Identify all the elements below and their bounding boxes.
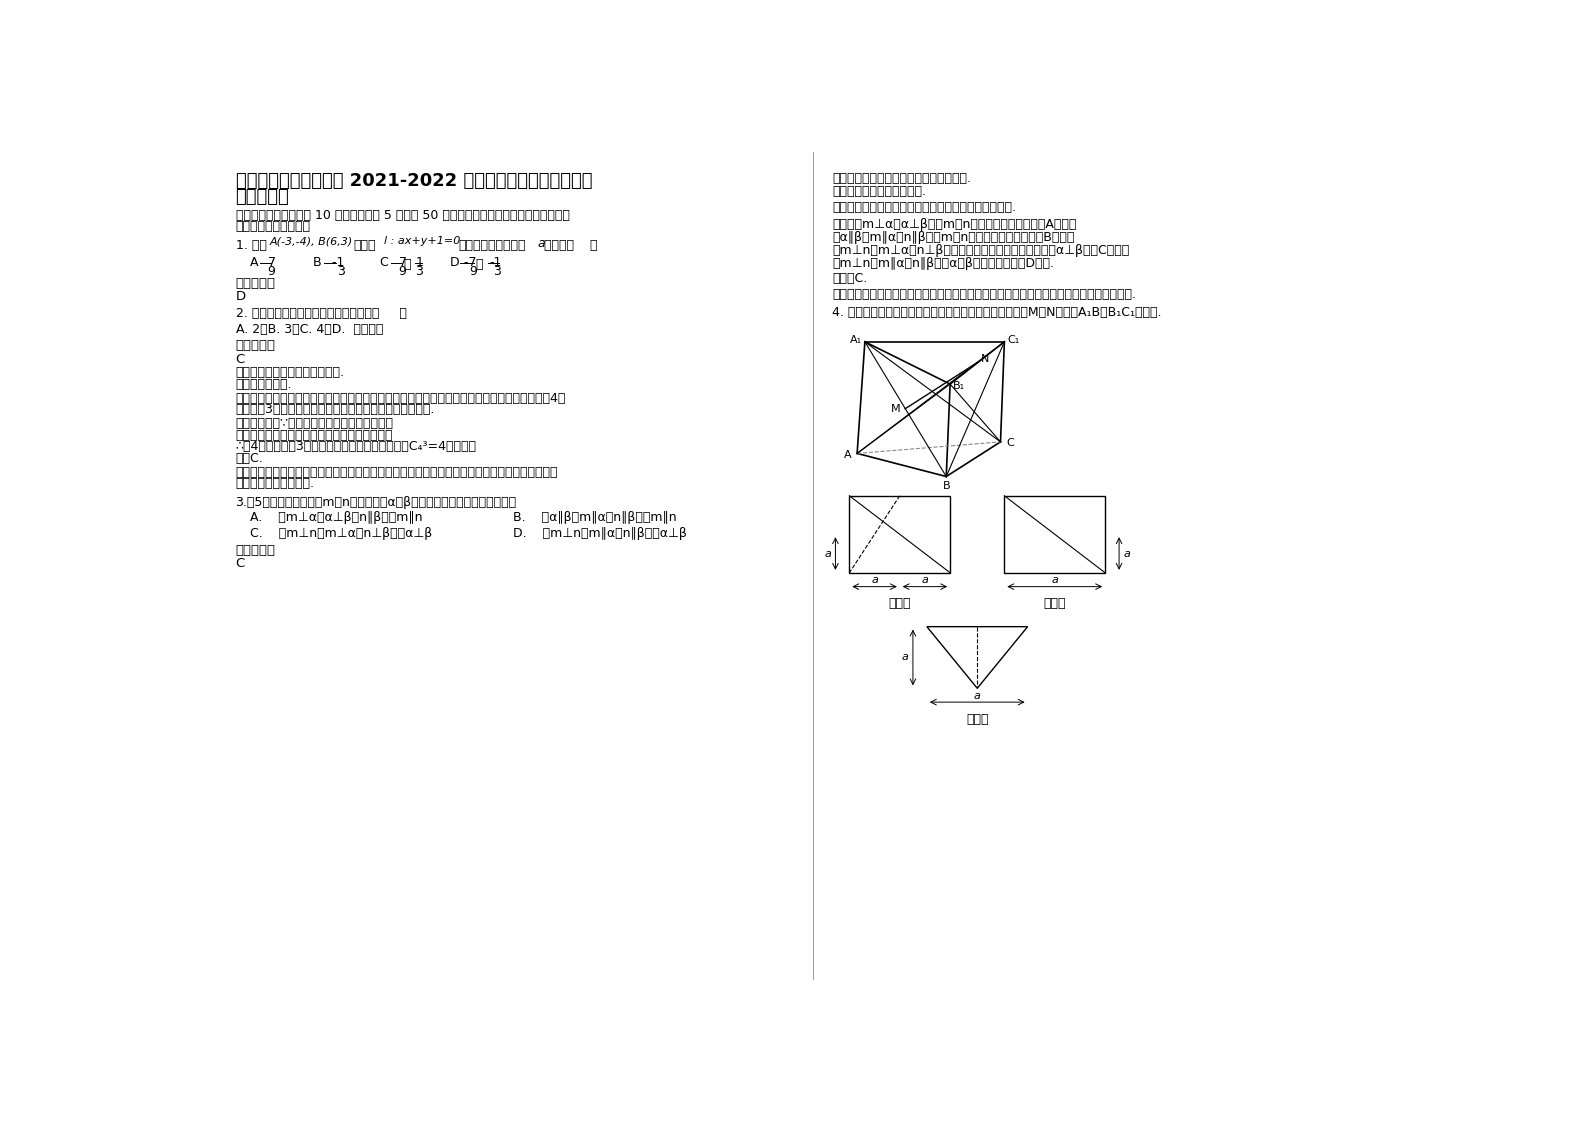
Text: 俯视图: 俯视图 <box>966 712 989 726</box>
Text: C.    若m⊥n，m⊥α，n⊥β，则α⊥β: C. 若m⊥n，m⊥α，n⊥β，则α⊥β <box>249 526 432 540</box>
Text: 【点评】本题考查平面的基本性质及推论，考查不共线的三点可以确定一个平面，考查组合数的应: 【点评】本题考查平面的基本性质及推论，考查不共线的三点可以确定一个平面，考查组合… <box>235 466 559 479</box>
Text: 3: 3 <box>490 265 501 278</box>
Text: 参考答案：: 参考答案： <box>235 543 276 557</box>
Text: B: B <box>943 480 951 490</box>
Text: 分析：利用空间中线线、线面、面面间的位置关系求解.: 分析：利用空间中线线、线面、面面间的位置关系求解. <box>832 201 1016 214</box>
Text: 是一个符合题目要求的: 是一个符合题目要求的 <box>235 220 311 233</box>
Text: a: a <box>824 549 832 559</box>
Text: D: D <box>449 256 459 268</box>
Text: 3: 3 <box>327 265 346 278</box>
Text: 故选C.: 故选C. <box>235 452 263 465</box>
Text: 【专题】计算题.: 【专题】计算题. <box>235 378 292 390</box>
Text: M: M <box>890 404 901 414</box>
Text: 四川省乐山市第一中学 2021-2022 学年高一数学文上学期期末: 四川省乐山市第一中学 2021-2022 学年高一数学文上学期期末 <box>235 172 592 190</box>
Text: -1: -1 <box>324 256 344 268</box>
Text: 考点：空间中直线与平面之间的位置关系.: 考点：空间中直线与平面之间的位置关系. <box>832 172 971 185</box>
Text: ∴从4个点中任取3个点都可以确定一个平面，共有C₄³=4种结果，: ∴从4个点中任取3个点都可以确定一个平面，共有C₄³=4种结果， <box>235 440 476 453</box>
Text: C: C <box>379 256 389 268</box>
Text: 点中任取3个点都可以确定一个平面，利用组合数写出结果.: 点中任取3个点都可以确定一个平面，利用组合数写出结果. <box>235 404 435 416</box>
Text: D.    若m⊥n，m∥α，n∥β，则α⊥β: D. 若m⊥n，m∥α，n∥β，则α⊥β <box>513 526 687 540</box>
Text: 主视图: 主视图 <box>889 597 911 610</box>
Text: 试题含解析: 试题含解析 <box>235 187 289 205</box>
Text: 【解答】解：∵不共线的三个点确定一个平面，: 【解答】解：∵不共线的三个点确定一个平面， <box>235 417 394 430</box>
Text: A(-3,-4), B(6,3): A(-3,-4), B(6,3) <box>270 237 352 247</box>
Text: a: a <box>1051 576 1059 586</box>
Text: D: D <box>235 291 246 303</box>
Text: a: a <box>1124 549 1130 559</box>
Text: 1. 若点: 1. 若点 <box>235 239 267 251</box>
Text: 用，本题是一个基础题.: 用，本题是一个基础题. <box>235 477 314 490</box>
Text: a: a <box>871 576 878 586</box>
Text: 若m⊥n，m⊥α，n⊥β，则由平面与平面垂直的判定理得α⊥β，故C正确；: 若m⊥n，m⊥α，n⊥β，则由平面与平面垂直的判定理得α⊥β，故C正确； <box>832 243 1130 257</box>
Text: -7: -7 <box>460 256 476 268</box>
Text: 9: 9 <box>260 265 276 278</box>
Text: 不共面的四点就一定不存在三个点共线的情况，: 不共面的四点就一定不存在三个点共线的情况， <box>235 429 394 442</box>
Text: A₁: A₁ <box>849 335 862 346</box>
Text: 的距离相等，则实数: 的距离相等，则实数 <box>459 239 527 251</box>
Text: 若α∥β，m∥α，n∥β，则m与n相交、平行或异面，故B错误；: 若α∥β，m∥α，n∥β，则m与n相交、平行或异面，故B错误； <box>832 231 1074 243</box>
Text: 解答：若m⊥α，α⊥β，则m与n相交、平行或异面，故A错误；: 解答：若m⊥α，α⊥β，则m与n相交、平行或异面，故A错误； <box>832 218 1076 231</box>
Text: N: N <box>981 353 989 364</box>
Text: 点评：本题考查命题真假的判断，是基础题，解题时要认真审题，注意空间思维能力的培养.: 点评：本题考查命题真假的判断，是基础题，解题时要认真审题，注意空间思维能力的培养… <box>832 288 1136 301</box>
Text: A: A <box>249 256 259 268</box>
Text: A. 2个B. 3个C. 4个D.  无法确定: A. 2个B. 3个C. 4个D. 无法确定 <box>235 322 382 335</box>
Text: 1: 1 <box>416 256 424 268</box>
Text: 或: 或 <box>403 258 411 270</box>
Text: 4. 一个多面体的直观图、主视图、左视图、俯视图如下，M、N分别为A₁B、B₁C₁的中点.: 4. 一个多面体的直观图、主视图、左视图、俯视图如下，M、N分别为A₁B、B₁C… <box>832 306 1162 320</box>
Text: 专题：空间位置关系与距离.: 专题：空间位置关系与距离. <box>832 185 927 199</box>
Text: B.    若α∥β，m∥α，n∥β，则m∥n: B. 若α∥β，m∥α，n∥β，则m∥n <box>513 512 676 524</box>
Text: 到直线: 到直线 <box>354 239 376 251</box>
Bar <box>849 496 951 572</box>
Text: A.    若m⊥α，α⊥β，n∥β，则m∥n: A. 若m⊥α，α⊥β，n∥β，则m∥n <box>249 512 422 524</box>
Text: 3.（5分）已知两条直线m，n，两个平面α，β，下列四个结论中正确的是（）: 3.（5分）已知两条直线m，n，两个平面α，β，下列四个结论中正确的是（） <box>235 496 517 508</box>
Text: l : ax+y+1=0: l : ax+y+1=0 <box>384 237 460 247</box>
Text: C₁: C₁ <box>1008 335 1020 346</box>
Text: 【分析】不共面的四点就一定不存在三个点共线的情况，由于不共线的三个点确定一个平面，从4个: 【分析】不共面的四点就一定不存在三个点共线的情况，由于不共线的三个点确定一个平面… <box>235 392 567 405</box>
Text: B: B <box>313 256 322 268</box>
Text: 参考答案：: 参考答案： <box>235 340 276 352</box>
Text: 故选：C.: 故选：C. <box>832 273 868 285</box>
Text: a: a <box>538 237 546 250</box>
Text: 一、选择题：本大题共 10 小题，每小题 5 分，共 50 分。在每小题给出的四个选项中，只有: 一、选择题：本大题共 10 小题，每小题 5 分，共 50 分。在每小题给出的四… <box>235 210 570 222</box>
Bar <box>1005 496 1105 572</box>
Text: -1: -1 <box>490 256 501 268</box>
Text: 7: 7 <box>260 256 276 268</box>
Text: 3: 3 <box>414 265 422 278</box>
Text: 参考答案：: 参考答案： <box>235 277 276 291</box>
Text: 9: 9 <box>390 265 406 278</box>
Text: C: C <box>235 352 244 366</box>
Text: 【考点】平面的基本性质及推论.: 【考点】平面的基本性质及推论. <box>235 367 344 379</box>
Text: a: a <box>974 691 981 701</box>
Text: 2. 不共面的四点可以确定平面的个数为（     ）: 2. 不共面的四点可以确定平面的个数为（ ） <box>235 307 406 320</box>
Text: A: A <box>844 450 852 460</box>
Text: B₁: B₁ <box>954 380 965 390</box>
Text: 左视图: 左视图 <box>1044 597 1066 610</box>
Text: 或: 或 <box>476 258 484 270</box>
Text: 的值为（    ）: 的值为（ ） <box>544 239 598 251</box>
Text: C: C <box>235 557 244 570</box>
Text: C: C <box>1006 439 1014 449</box>
Text: 若m⊥n，m∥α，n∥β，则α与β相交与平行，故D错误.: 若m⊥n，m∥α，n∥β，则α与β相交与平行，故D错误. <box>832 257 1054 270</box>
Text: 7: 7 <box>390 256 406 268</box>
Text: a: a <box>922 576 928 586</box>
Text: a: a <box>901 653 909 662</box>
Text: 9: 9 <box>462 265 478 278</box>
